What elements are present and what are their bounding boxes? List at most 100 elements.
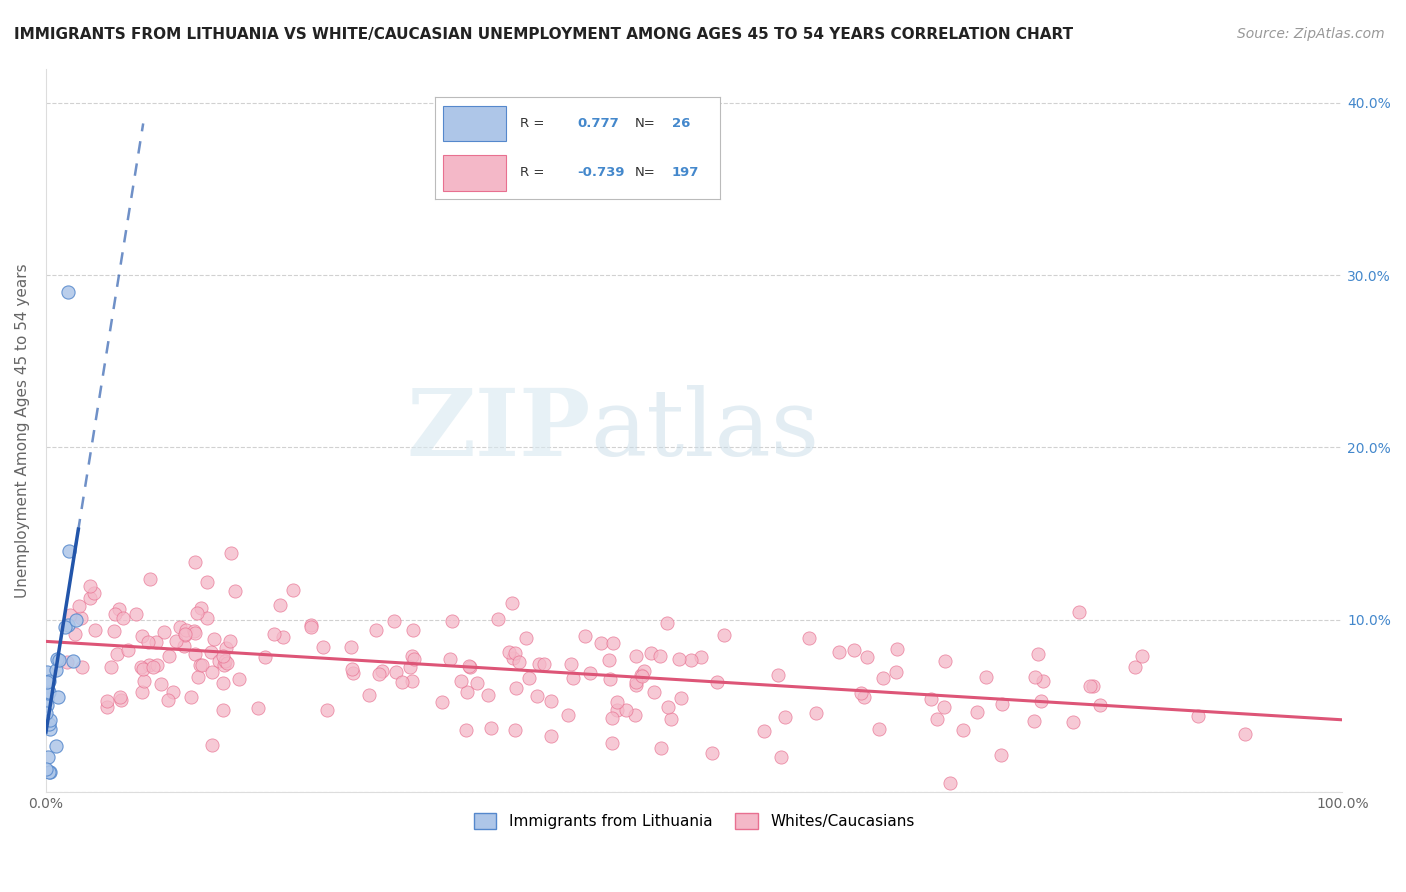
Point bbox=[125, 607, 148, 621]
Point bbox=[367, 666, 389, 681]
Point bbox=[56, 285, 79, 300]
Point bbox=[117, 643, 139, 657]
Point bbox=[457, 659, 479, 673]
Point bbox=[38, 685, 60, 699]
Point bbox=[214, 654, 236, 668]
Point bbox=[623, 708, 645, 723]
Point bbox=[932, 700, 955, 714]
Point bbox=[38, 714, 60, 728]
Point bbox=[218, 634, 240, 648]
Point bbox=[631, 669, 654, 683]
Point bbox=[540, 694, 562, 708]
Point bbox=[458, 660, 481, 674]
Point bbox=[37, 675, 59, 690]
Point bbox=[844, 643, 866, 657]
Point bbox=[952, 723, 974, 737]
Point bbox=[165, 634, 187, 648]
Point bbox=[100, 659, 122, 673]
Point bbox=[1187, 709, 1209, 723]
Point bbox=[37, 686, 59, 700]
Point bbox=[48, 653, 70, 667]
Point bbox=[156, 693, 179, 707]
Point bbox=[600, 736, 623, 750]
Point bbox=[72, 660, 94, 674]
Point bbox=[173, 627, 195, 641]
Point bbox=[212, 703, 235, 717]
Point bbox=[939, 776, 962, 790]
Point bbox=[103, 624, 125, 638]
Legend: Immigrants from Lithuania, Whites/Caucasians: Immigrants from Lithuania, Whites/Caucas… bbox=[467, 806, 921, 835]
Point bbox=[63, 627, 86, 641]
Point bbox=[212, 676, 235, 690]
Text: IMMIGRANTS FROM LITHUANIA VS WHITE/CAUCASIAN UNEMPLOYMENT AMONG AGES 45 TO 54 YE: IMMIGRANTS FROM LITHUANIA VS WHITE/CAUCA… bbox=[14, 27, 1073, 42]
Point bbox=[316, 703, 339, 717]
Point bbox=[402, 624, 425, 638]
Point bbox=[430, 695, 453, 709]
Point bbox=[630, 667, 652, 681]
Point bbox=[201, 738, 224, 752]
Point bbox=[299, 618, 322, 632]
Point bbox=[247, 701, 270, 715]
Point bbox=[503, 723, 526, 738]
Point bbox=[526, 689, 548, 703]
Point bbox=[517, 671, 540, 685]
Point bbox=[454, 723, 477, 737]
Point bbox=[479, 721, 502, 735]
Point bbox=[201, 665, 224, 679]
Point bbox=[1022, 714, 1045, 728]
Point bbox=[655, 615, 678, 630]
Point bbox=[669, 691, 692, 706]
Point bbox=[110, 693, 132, 707]
Point bbox=[991, 697, 1014, 711]
Point bbox=[153, 625, 176, 640]
Point bbox=[974, 670, 997, 684]
Point bbox=[1067, 605, 1090, 619]
Point bbox=[648, 649, 671, 664]
Point bbox=[626, 675, 648, 690]
Point bbox=[96, 700, 118, 714]
Point bbox=[35, 706, 58, 720]
Point bbox=[591, 636, 613, 650]
Point bbox=[849, 686, 872, 700]
Point bbox=[886, 642, 908, 657]
Point bbox=[131, 629, 153, 643]
Point bbox=[96, 694, 118, 708]
Point bbox=[180, 690, 202, 705]
Point bbox=[450, 674, 472, 689]
Point bbox=[439, 652, 461, 666]
Point bbox=[700, 746, 723, 760]
Point bbox=[79, 591, 101, 605]
Point bbox=[157, 648, 180, 663]
Point bbox=[228, 672, 250, 686]
Point bbox=[200, 645, 222, 659]
Point bbox=[191, 657, 214, 672]
Point bbox=[399, 660, 422, 674]
Point bbox=[1078, 679, 1101, 693]
Point bbox=[56, 655, 79, 669]
Point bbox=[46, 690, 69, 705]
Point bbox=[515, 632, 537, 646]
Point bbox=[602, 635, 624, 649]
Point bbox=[184, 555, 207, 569]
Point bbox=[38, 723, 60, 737]
Point bbox=[173, 639, 195, 653]
Point bbox=[38, 674, 60, 689]
Point bbox=[56, 618, 79, 632]
Point bbox=[173, 628, 195, 642]
Point bbox=[59, 608, 82, 623]
Point bbox=[868, 723, 890, 737]
Point bbox=[579, 665, 602, 680]
Text: Source: ZipAtlas.com: Source: ZipAtlas.com bbox=[1237, 27, 1385, 41]
Point bbox=[254, 649, 277, 664]
Point bbox=[650, 741, 672, 756]
Point bbox=[804, 706, 827, 721]
Point bbox=[690, 649, 713, 664]
Point bbox=[503, 646, 526, 660]
Point bbox=[640, 646, 662, 660]
Point bbox=[477, 688, 499, 702]
Point bbox=[35, 763, 58, 777]
Point bbox=[401, 673, 423, 688]
Point bbox=[183, 624, 205, 639]
Point bbox=[62, 654, 84, 668]
Point bbox=[600, 710, 623, 724]
